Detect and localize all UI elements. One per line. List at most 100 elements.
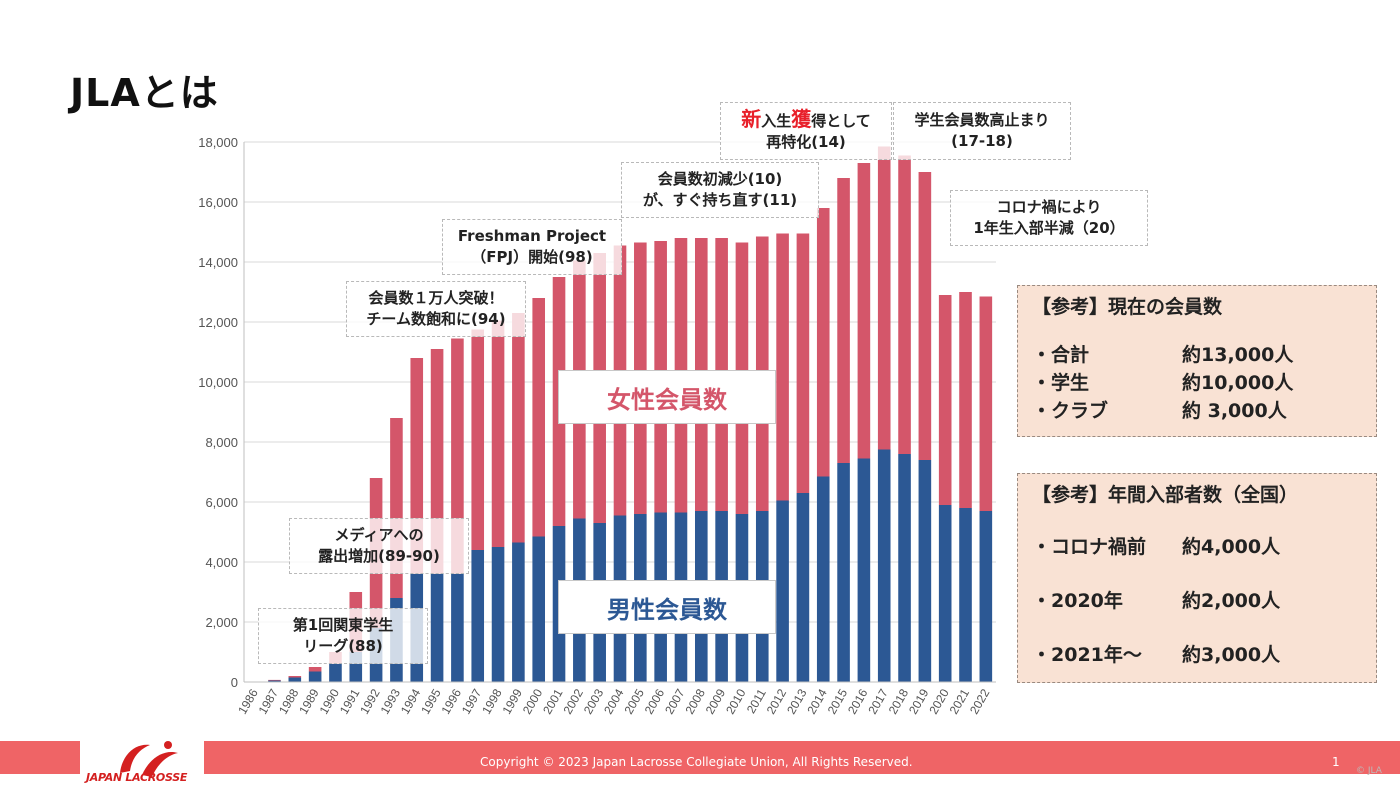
x-tick-label: 2001 [540,686,566,716]
annotation-media: メディアへの 露出増加(89-90) [289,518,469,574]
x-tick-label: 2016 [845,686,871,716]
x-tick-label: 2002 [560,686,586,716]
y-tick-label: 8,000 [205,435,238,450]
annotation-line: (17-18) [951,132,1013,150]
bar-female-2020 [938,295,952,505]
info-row: ・2021年～ 約3,000人 [1032,641,1362,669]
info-row: ・2020年 約2,000人 [1032,587,1362,615]
annotation-line: メディアへの [334,526,424,544]
x-tick-label: 1987 [256,686,282,716]
info-heading: 【参考】年間入部者数（全国） [1032,484,1299,506]
bar-male-2017 [877,449,891,682]
info-label: ・コロナ禍前 [1032,536,1147,558]
jla-watermark: © JLA [1356,766,1382,776]
annotation-line: 会員数初減少(10) [657,170,783,188]
annotation-line: 1年生入部半減（20） [973,219,1125,237]
x-tick-label: 1989 [296,686,322,716]
annotation-first-decline: 会員数初減少(10) が、すぐ持ち直す(11) [621,162,819,218]
info-annual-joiners: 【参考】年間入部者数（全国） ・コロナ禍前 約4,000人 ・2020年 約2,00… [1017,473,1377,683]
bar-female-2018 [898,155,911,454]
bar-female-2022 [979,296,993,511]
bar-female-2012 [776,233,789,501]
info-label: ・2021年～ [1032,644,1142,666]
x-tick-label: 1990 [317,686,343,716]
x-tick-label: 1999 [500,686,526,716]
x-tick-label: 1995 [418,686,444,716]
x-tick-label: 2022 [967,686,993,716]
annotation-line: 露出増加(89-90) [318,547,440,565]
y-tick-label: 4,000 [205,555,238,570]
bar-female-1987 [268,679,281,681]
x-tick-label: 1988 [276,686,302,716]
legend-female: 女性会員数 [558,370,776,424]
info-label: ・学生 [1032,372,1090,394]
info-label: ・2020年 [1032,590,1123,612]
bar-male-2020 [938,505,952,682]
annotation-line: 新入生獲得として [741,107,871,131]
annotation-line: 第1回関東学生 [292,616,394,634]
info-current-members: 【参考】現在の会員数 ・合計 約13,000人 ・学生 約10,000人 ・クラブ 約… [1017,285,1377,437]
bar-male-1996 [451,574,464,682]
bar-male-2014 [816,476,830,682]
logo-swoosh-icon [120,741,178,777]
info-value: 約10,000人 [1182,372,1294,394]
bar-male-1997 [471,550,485,682]
x-tick-label: 2007 [662,686,688,716]
annotation-line: 再特化(14) [766,133,846,151]
bar-female-2015 [837,178,850,463]
bar-female-2016 [857,163,871,459]
x-tick-label: 2005 [621,686,647,716]
info-row: ・合計 約13,000人 [1032,341,1362,369]
info-value: 約3,000人 [1182,644,1281,666]
x-tick-label: 2006 [642,686,668,716]
annotation-line: リーグ(88) [303,637,383,655]
x-tick-label: 1991 [337,686,363,716]
x-tick-label: 1997 [459,686,485,716]
annotation-line: コロナ禍により [996,198,1102,216]
x-tick-label: 2008 [682,686,708,716]
copyright-text: Copyright © 2023 Japan Lacrosse Collegia… [480,755,913,769]
info-label: ・合計 [1032,344,1090,366]
footer-bar [0,741,1400,774]
bar-female-1997 [471,329,485,550]
annotation-student-plateau: 学生会員数高止まり (17-18) [893,102,1071,160]
bar-female-1998 [491,320,505,547]
info-row: ・コロナ禍前 約4,000人 [1032,533,1362,561]
bar-male-2015 [837,463,850,682]
bar-male-2000 [532,536,546,682]
y-tick-label: 2,000 [205,615,238,630]
bar-female-1988 [288,676,302,678]
y-tick-label: 18,000 [198,135,238,150]
bar-female-1999 [512,313,525,543]
bar-male-1989 [308,671,322,682]
x-tick-label: 2018 [886,686,912,716]
annotation-freshman-focus: 新入生獲得として 再特化(14) [720,102,892,160]
bar-female-2017 [877,146,891,450]
logo-text: JAPAN LACROSSE [86,771,188,784]
x-tick-label: 1998 [479,686,505,716]
y-tick-label: 10,000 [198,375,238,390]
bar-male-2018 [898,454,911,682]
annotation-kanto-league: 第1回関東学生 リーグ(88) [258,608,428,664]
bar-female-2021 [959,292,972,508]
y-tick-label: 16,000 [198,195,238,210]
info-row: ・学生 約10,000人 [1032,369,1362,397]
info-heading: 【参考】現在の会員数 [1032,296,1223,318]
annotation-fpj: Freshman Project （FPJ）開始(98) [442,219,622,275]
x-tick-label: 2004 [601,686,627,716]
x-tick-label: 2013 [784,686,810,716]
x-tick-label: 1993 [378,686,404,716]
bar-male-1988 [288,677,302,682]
annotation-line: （FPJ）開始(98) [471,248,593,266]
x-tick-label: 2000 [520,686,546,716]
bar-female-1989 [308,667,322,672]
japan-lacrosse-logo: JAPAN LACROSSE [80,735,204,788]
x-tick-label: 2014 [804,686,830,716]
x-tick-label: 1994 [398,686,424,716]
x-tick-label: 2015 [825,686,851,716]
bar-male-2021 [959,508,972,682]
y-tick-label: 14,000 [198,255,238,270]
bar-female-2019 [918,172,932,460]
annotation-line: 会員数１万人突破！ [368,289,504,307]
info-value: 約4,000人 [1182,536,1281,558]
